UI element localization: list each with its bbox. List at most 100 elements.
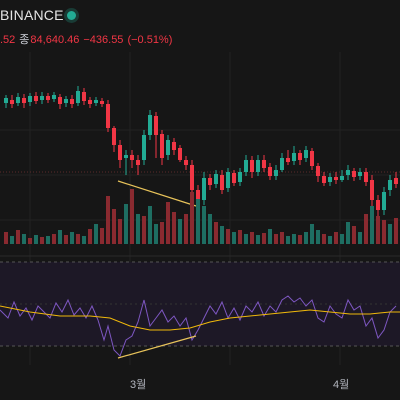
- volume-bar: [88, 229, 92, 244]
- volume-bar: [304, 232, 308, 244]
- volume-bar: [172, 212, 176, 244]
- candle-body: [16, 97, 20, 103]
- rsi-divergence-line: [117, 335, 197, 359]
- candle-body: [274, 170, 278, 176]
- candle-body: [34, 96, 38, 101]
- candle-body: [148, 115, 152, 135]
- volume-bar: [208, 214, 212, 244]
- candle-body: [106, 104, 110, 128]
- volume-bar: [268, 229, 272, 244]
- volume-bar: [148, 206, 152, 244]
- candle-body: [178, 148, 182, 160]
- candle-body: [238, 172, 242, 182]
- candle-body: [346, 170, 350, 175]
- candle-body: [100, 101, 104, 104]
- candle-body: [286, 158, 290, 162]
- candle-body: [208, 178, 212, 185]
- volume-bar: [244, 234, 248, 244]
- volume-bar: [292, 234, 296, 244]
- volume-bar: [4, 232, 8, 244]
- change-percent: (−0.51%): [127, 34, 173, 46]
- candle-body: [316, 166, 320, 176]
- candle-body: [28, 96, 32, 102]
- volume-bar: [322, 234, 326, 244]
- volume-bar: [82, 236, 86, 244]
- candle-body: [82, 92, 86, 101]
- change-value: −436.55: [83, 34, 124, 46]
- x-axis-label-march: 3월: [130, 379, 147, 391]
- candle-body: [226, 172, 230, 188]
- candle-body: [172, 142, 176, 150]
- candle-body: [52, 95, 56, 99]
- volume-bar: [118, 219, 122, 244]
- candle-body: [394, 178, 398, 184]
- volume-bar: [394, 218, 398, 244]
- volume-bar: [214, 222, 218, 244]
- candle-body: [232, 173, 236, 183]
- candle-body: [184, 160, 188, 165]
- rsi-ma-line: [0, 305, 400, 331]
- volume-bar: [274, 234, 278, 244]
- candle-body: [136, 160, 140, 165]
- candle-body: [214, 174, 218, 184]
- volume-bar: [262, 233, 266, 244]
- candle-body: [352, 171, 356, 177]
- candle-body: [340, 176, 344, 180]
- volume-bar: [370, 206, 374, 244]
- chart-header: BINANCE .52 종84,640.46 −436.55 (−0.51%): [0, 0, 400, 52]
- volume-bar: [166, 202, 170, 244]
- market-status-icon: [67, 11, 76, 20]
- candle-body: [118, 145, 122, 160]
- candle-body: [142, 135, 146, 160]
- candle-body: [220, 175, 224, 190]
- volume-bar: [358, 232, 362, 244]
- volume-bar: [382, 220, 386, 244]
- candle-body: [58, 97, 62, 104]
- volume-bar: [130, 189, 134, 244]
- volume-bar: [34, 235, 38, 244]
- candle-body: [202, 178, 206, 200]
- volume-bar: [388, 224, 392, 244]
- volume-bar: [28, 238, 32, 244]
- candle-body: [328, 177, 332, 182]
- candle-body: [88, 100, 92, 104]
- candle-body: [154, 116, 158, 135]
- volume-bar: [352, 226, 356, 244]
- candle-body: [64, 99, 68, 103]
- candle-body: [130, 155, 134, 160]
- volume-bar: [202, 206, 206, 244]
- candle-body: [196, 190, 200, 200]
- volume-bar: [64, 235, 68, 244]
- candle-body: [40, 96, 44, 100]
- candle-body: [382, 192, 386, 210]
- volume-bar: [196, 199, 200, 244]
- volume-bar: [142, 216, 146, 244]
- candle-body: [124, 155, 128, 158]
- volume-bar: [112, 209, 116, 244]
- candle-body: [94, 100, 98, 103]
- volume-bar: [94, 224, 98, 244]
- price-divergence-line: [117, 180, 197, 207]
- volume-bar: [106, 196, 110, 244]
- candle-body: [46, 96, 50, 100]
- candle-body: [76, 91, 80, 103]
- x-axis-label-april: 4월: [333, 379, 350, 391]
- candle-body: [310, 151, 314, 166]
- candle-body: [70, 99, 74, 104]
- volume-bar: [160, 222, 164, 244]
- candle-body: [262, 160, 266, 168]
- ohlc-low-fragment: .52: [0, 34, 16, 46]
- volume-bar: [40, 237, 44, 244]
- candle-body: [256, 160, 260, 172]
- candle-body: [250, 160, 254, 172]
- candle-body: [268, 167, 272, 176]
- volume-bar: [136, 214, 140, 244]
- candle-body: [364, 172, 368, 182]
- candle-body: [304, 150, 308, 158]
- volume-bar: [10, 236, 14, 244]
- volume-bar: [124, 204, 128, 244]
- candle-body: [376, 200, 380, 210]
- volume-bar: [76, 234, 80, 244]
- candle-body: [292, 153, 296, 161]
